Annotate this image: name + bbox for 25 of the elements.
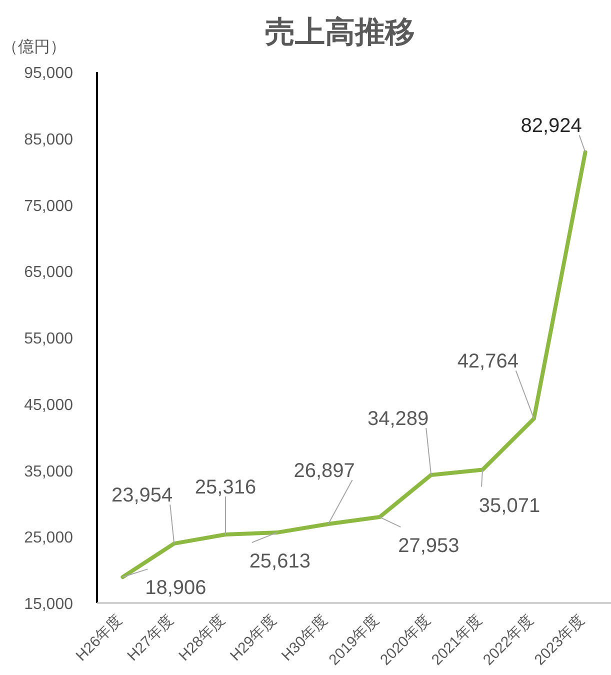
y-tick-label: 55,000 <box>24 330 74 348</box>
y-tick-label: 45,000 <box>24 396 74 414</box>
data-label: 18,906 <box>145 577 206 600</box>
x-tick-label: H29年度 <box>227 612 280 665</box>
chart-title: 売上高推移 <box>265 15 415 49</box>
y-axis-title: （億円） <box>2 38 66 56</box>
y-tick-label: 15,000 <box>24 596 74 613</box>
y-tick-label: 75,000 <box>24 198 74 215</box>
y-tick-label: 35,000 <box>24 463 74 480</box>
data-label: 42,764 <box>457 350 518 373</box>
y-tick-label: 85,000 <box>24 131 74 148</box>
data-label: 82,924 <box>520 115 582 138</box>
data-label: 23,954 <box>112 484 173 507</box>
data-label: 27,953 <box>398 535 460 558</box>
y-tick-label: 25,000 <box>24 530 74 547</box>
x-tick-label: H27年度 <box>124 612 177 665</box>
data-label: 25,613 <box>249 550 310 573</box>
data-label: 34,289 <box>368 408 429 430</box>
y-tick-label: 95,000 <box>24 65 74 82</box>
data-label: 35,071 <box>478 494 540 517</box>
data-label: 25,316 <box>194 476 256 499</box>
y-tick-label: 65,000 <box>24 264 74 282</box>
data-label: 26,897 <box>294 460 355 482</box>
x-tick-label: H28年度 <box>176 612 228 665</box>
x-tick-label: H26年度 <box>72 612 126 665</box>
